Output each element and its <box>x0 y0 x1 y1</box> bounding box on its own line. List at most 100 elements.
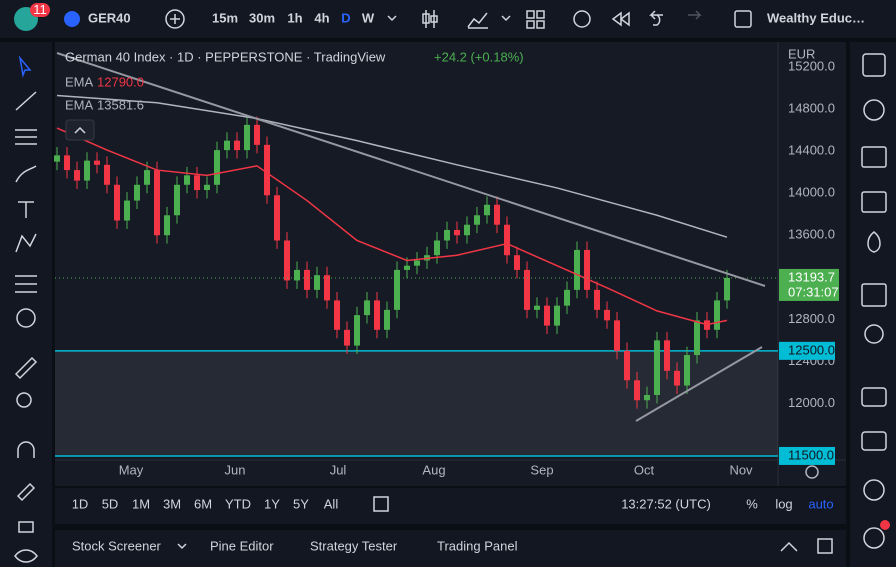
interval[interactable]: D <box>341 10 350 25</box>
time-range[interactable]: 3M <box>163 496 181 511</box>
candle-body <box>234 141 240 150</box>
candle-body <box>324 275 330 300</box>
candle-body <box>224 141 230 150</box>
candle-body <box>684 355 690 385</box>
x-tick-label: Jul <box>330 462 347 477</box>
candle-body <box>644 395 650 400</box>
scale-option[interactable]: % <box>746 496 758 511</box>
interval[interactable]: 15m <box>212 10 238 25</box>
time-range[interactable]: 5D <box>102 496 119 511</box>
candle-body <box>464 225 470 236</box>
candle-body <box>654 340 660 395</box>
candle-body <box>284 240 290 280</box>
last-price: 13193.7 <box>788 269 835 284</box>
candle-body <box>574 250 580 290</box>
candle-body <box>484 205 490 216</box>
candle-body <box>664 340 670 370</box>
time-range[interactable]: 1D <box>72 496 89 511</box>
candle-body <box>444 230 450 241</box>
candle-body <box>364 300 370 315</box>
candle-body <box>714 300 720 329</box>
candle-body <box>254 125 260 145</box>
time-range[interactable]: All <box>324 496 339 511</box>
candle-body <box>434 240 440 255</box>
top-bar <box>0 0 896 38</box>
candle-body <box>64 155 70 170</box>
y-tick-label: 14400.0 <box>788 143 835 158</box>
currency[interactable]: EUR <box>788 46 815 61</box>
time-range[interactable]: 1Y <box>264 496 280 511</box>
clock: 13:27:52 (UTC) <box>621 496 711 511</box>
legend-name: EMA <box>65 97 94 112</box>
candle-body <box>374 300 380 329</box>
collapse-legend[interactable] <box>66 120 94 140</box>
interval[interactable]: 1h <box>287 10 302 25</box>
x-tick-label: May <box>119 462 144 477</box>
candle-body <box>274 195 280 240</box>
candle-body <box>344 330 350 346</box>
account[interactable]: Wealthy Educ… <box>767 10 865 25</box>
level-label: 11500.0 <box>788 447 834 462</box>
candle-body <box>94 161 100 165</box>
candle-body <box>294 270 300 281</box>
y-tick-label: 12000.0 <box>788 395 835 410</box>
candle-body <box>134 185 140 201</box>
candle-body <box>84 161 90 181</box>
candle-body <box>614 320 620 350</box>
x-tick-label: Jun <box>225 462 246 477</box>
panel-tab[interactable]: Trading Panel <box>437 538 518 553</box>
candle-body <box>624 351 630 380</box>
legend-name: EMA <box>65 74 94 89</box>
countdown: 07:31:07 <box>788 284 839 299</box>
candle-body <box>54 155 60 161</box>
time-range[interactable]: 1M <box>132 496 150 511</box>
time-range[interactable]: YTD <box>225 496 251 511</box>
panel-tab[interactable]: Pine Editor <box>210 538 274 553</box>
chart-title: German 40 Index · 1D · PEPPERSTONE · Tra… <box>65 49 386 64</box>
candle-body <box>204 185 210 190</box>
legend-value: 13581.6 <box>97 97 144 112</box>
candle-body <box>184 175 190 184</box>
candle-body <box>174 185 180 215</box>
notification-dot <box>880 520 890 530</box>
candle-body <box>334 300 340 329</box>
candle-body <box>124 201 130 221</box>
interval[interactable]: W <box>362 10 375 25</box>
candle-body <box>564 290 570 306</box>
candle-body <box>354 315 360 345</box>
panel-tab[interactable]: Strategy Tester <box>310 538 398 553</box>
candle-body <box>634 380 640 400</box>
x-tick-label: Sep <box>530 462 553 477</box>
panel-tab[interactable]: Stock Screener <box>72 538 162 553</box>
level-label: 12500.0 <box>788 342 835 357</box>
candle-body <box>604 310 610 321</box>
candle-body <box>544 306 550 326</box>
symbol-icon <box>64 11 80 27</box>
candle-body <box>394 270 400 310</box>
legend-value: 12790.0 <box>97 74 144 89</box>
candle-body <box>194 175 200 190</box>
candle-body <box>164 215 170 235</box>
symbol[interactable]: GER40 <box>88 10 131 25</box>
candle-body <box>154 170 160 235</box>
candle-body <box>454 230 460 235</box>
time-range[interactable]: 6M <box>194 496 212 511</box>
y-tick-label: 14800.0 <box>788 101 835 116</box>
right-sidebar <box>850 42 896 567</box>
candle-body <box>524 270 530 310</box>
candle-body <box>264 145 270 195</box>
y-tick-label: 14000.0 <box>788 185 835 200</box>
candle-body <box>594 290 600 310</box>
interval[interactable]: 30m <box>249 10 275 25</box>
x-tick-label: Aug <box>422 462 445 477</box>
x-tick-label: Oct <box>634 462 655 477</box>
scale-option[interactable]: log <box>775 496 792 511</box>
interval[interactable]: 4h <box>314 10 329 25</box>
candle-body <box>514 255 520 270</box>
candle-body <box>474 215 480 224</box>
scale-option[interactable]: auto <box>808 496 833 511</box>
candle-body <box>724 278 730 300</box>
time-range[interactable]: 5Y <box>293 496 309 511</box>
